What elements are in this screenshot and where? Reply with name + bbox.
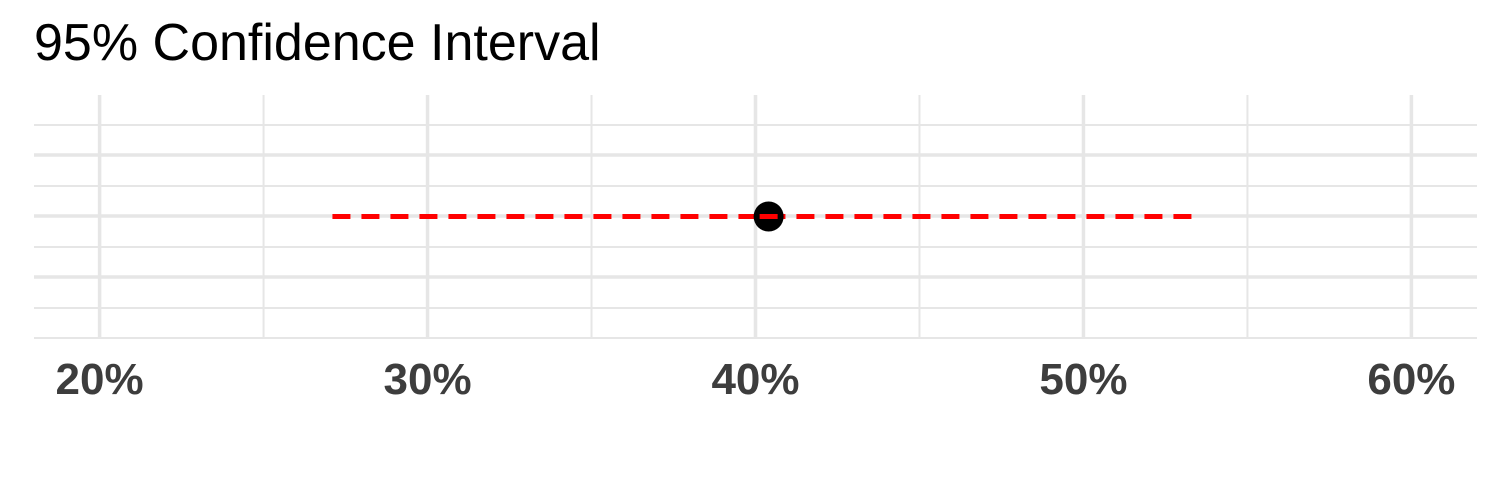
x-axis-tick-labels: 20% 30% 40% 50% 60% bbox=[56, 355, 1456, 404]
x-tick-label: 30% bbox=[384, 355, 472, 404]
x-tick-label: 50% bbox=[1039, 355, 1127, 404]
chart-title: 95% Confidence Interval bbox=[34, 14, 601, 72]
x-tick-label: 60% bbox=[1367, 355, 1455, 404]
x-tick-label: 20% bbox=[56, 355, 144, 404]
x-tick-label: 40% bbox=[711, 355, 799, 404]
data-layer bbox=[332, 201, 1202, 232]
